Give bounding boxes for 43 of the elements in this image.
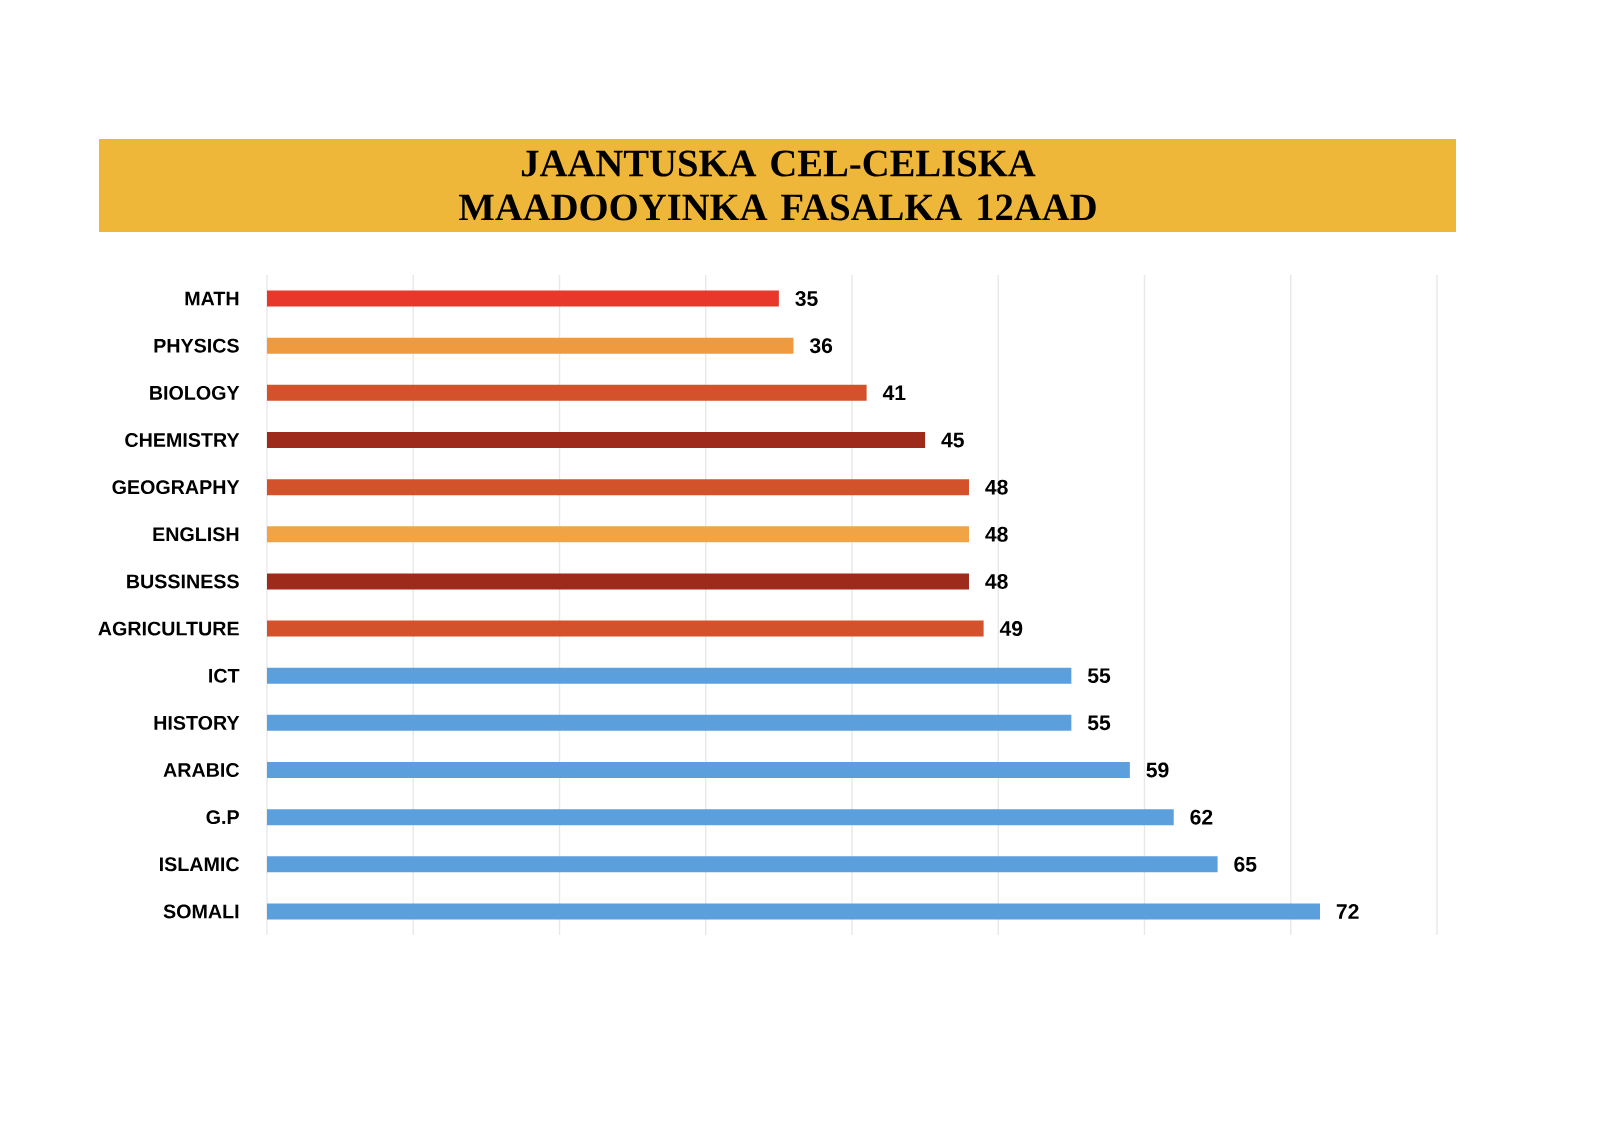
y-tick-label: PHYSICS <box>154 338 239 353</box>
y-tick-label: ENGLISH <box>153 527 239 542</box>
data-label: 35 <box>795 291 818 307</box>
data-label: 55 <box>1087 715 1111 731</box>
bar <box>267 290 779 307</box>
y-tick-label: BUSSINESS <box>127 574 239 589</box>
y-tick-label: CHEMISTRY <box>125 433 240 447</box>
data-label: 65 <box>1234 856 1257 872</box>
y-tick-label: G.P <box>206 810 239 825</box>
bar <box>267 667 1072 684</box>
data-label: 55 <box>1087 668 1111 684</box>
bar <box>267 762 1130 779</box>
data-label: 45 <box>941 432 964 448</box>
bar <box>267 384 867 401</box>
data-label: 49 <box>999 621 1023 637</box>
bar <box>267 903 1320 920</box>
bar <box>267 714 1072 731</box>
y-tick-label: BIOLOGY <box>150 385 240 400</box>
bar <box>267 479 969 496</box>
y-tick-label: ARABIC <box>163 763 240 777</box>
y-tick-label: GEOGRAPHY <box>112 480 240 495</box>
data-label: 48 <box>985 479 1008 495</box>
data-label: 62 <box>1190 809 1213 825</box>
data-label: 41 <box>882 385 906 401</box>
y-tick-label: SOMALI <box>163 904 239 919</box>
bar <box>267 432 926 449</box>
bar <box>267 526 969 543</box>
bar <box>267 573 969 590</box>
bar <box>267 856 1218 873</box>
data-label: 48 <box>985 526 1008 542</box>
data-label: 36 <box>809 338 833 354</box>
y-tick-label: MATH <box>185 291 239 306</box>
bar <box>267 620 984 637</box>
y-tick-label: HISTORY <box>154 715 240 730</box>
bar <box>267 809 1174 826</box>
chart-title: JAANTUSKA CEL-CELISKA MAADOOYINKA FASALKA 12AAD <box>459 150 1096 221</box>
y-tick-label: AGRICULTURE <box>98 621 239 636</box>
y-tick-label: ICT <box>209 668 240 683</box>
bar <box>267 337 794 354</box>
data-label: 72 <box>1336 904 1359 919</box>
y-tick-label: ISLAMIC <box>160 857 240 872</box>
data-label: 48 <box>985 573 1008 589</box>
data-label: 59 <box>1146 762 1169 778</box>
